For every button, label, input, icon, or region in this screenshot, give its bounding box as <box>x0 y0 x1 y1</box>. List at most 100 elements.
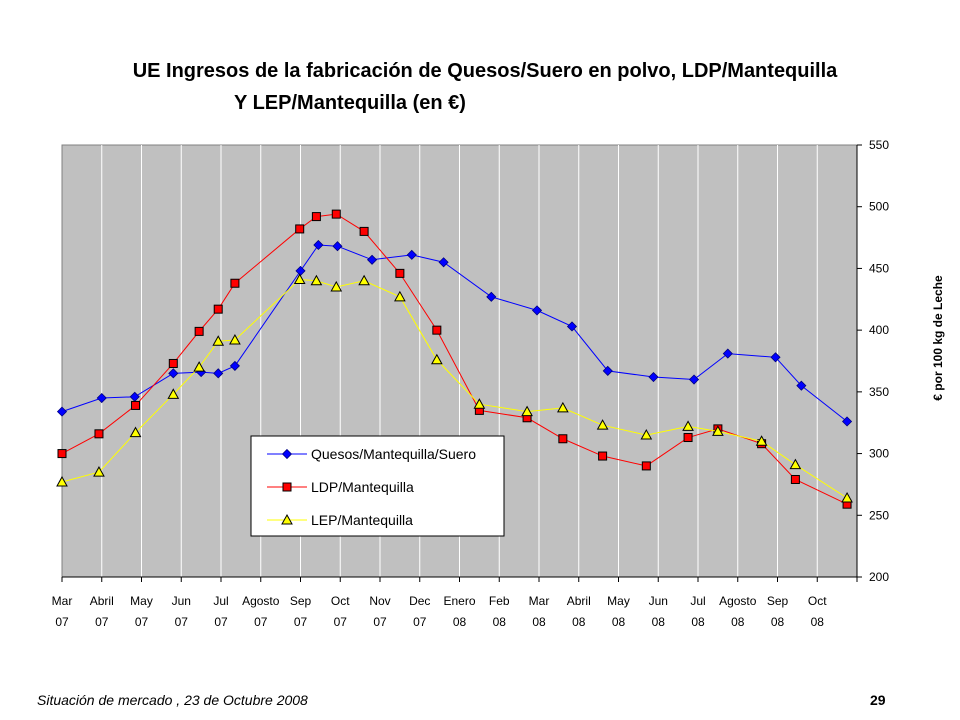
y-tick-label: 550 <box>869 138 889 152</box>
data-point-series-3 <box>640 429 653 440</box>
legend-marker-3 <box>281 513 293 525</box>
data-point-series-3 <box>755 435 768 446</box>
x-tick-label-year: 07 <box>175 615 189 629</box>
y-tick-label: 250 <box>869 508 889 522</box>
x-tick-label-month: Jul <box>213 594 228 608</box>
data-point-series-1 <box>438 257 449 268</box>
x-tick-label-year: 07 <box>334 615 348 629</box>
x-tick-label-year: 08 <box>811 615 825 629</box>
data-point-series-2 <box>790 474 800 484</box>
data-point-series-3 <box>712 425 724 436</box>
data-point-series-1 <box>722 348 733 359</box>
data-point-series-1 <box>213 368 224 379</box>
x-tick-label-year: 08 <box>771 615 785 629</box>
data-point-series-3 <box>358 274 370 286</box>
x-tick-label-year: 08 <box>453 615 467 629</box>
legend-label-3: LEP/Mantequilla <box>311 512 413 528</box>
data-point-series-3 <box>430 353 443 365</box>
data-point-series-3 <box>557 401 569 413</box>
x-tick-label-year: 08 <box>612 615 626 629</box>
data-point-series-1 <box>648 371 659 383</box>
data-point-series-3 <box>167 388 180 399</box>
data-point-series-1 <box>406 249 417 260</box>
data-point-series-2 <box>131 400 141 410</box>
x-tick-label-year: 07 <box>294 615 308 629</box>
data-point-series-2 <box>598 451 608 461</box>
x-tick-label-year: 08 <box>731 615 745 629</box>
y-tick-label: 450 <box>869 261 889 275</box>
data-point-series-2 <box>432 325 442 335</box>
x-tick-label-year: 07 <box>373 615 387 629</box>
data-point-series-1 <box>486 291 497 302</box>
x-tick-label-month: Abril <box>90 594 114 608</box>
data-point-series-2 <box>395 268 405 278</box>
x-tick-label-month: May <box>607 594 630 608</box>
data-point-series-2 <box>359 226 369 236</box>
x-tick-label-month: Jul <box>690 594 705 608</box>
y-tick-label: 350 <box>869 385 889 399</box>
x-tick-label-year: 08 <box>652 615 666 629</box>
legend-label-1: Quesos/Mantequilla/Suero <box>311 446 476 462</box>
x-tick-label-year: 07 <box>214 615 228 629</box>
y-tick-label: 300 <box>869 447 889 461</box>
x-tick-label-month: Jun <box>649 594 668 608</box>
chart-title-line1: UE Ingresos de la fabricación de Quesos/… <box>132 60 838 82</box>
data-point-series-1 <box>332 241 343 252</box>
data-point-series-1 <box>602 365 613 376</box>
data-point-series-1 <box>796 380 807 391</box>
y-tick-label: 500 <box>869 200 889 214</box>
data-point-series-1 <box>56 406 68 417</box>
x-tick-label-month: Enero <box>443 594 475 608</box>
data-point-series-2 <box>230 278 240 288</box>
data-point-series-2 <box>213 304 223 314</box>
data-point-series-1 <box>366 254 378 265</box>
data-point-series-2 <box>683 433 693 443</box>
x-tick-label-year: 08 <box>691 615 705 629</box>
legend-marker-2 <box>282 482 292 492</box>
x-tick-label-month: Nov <box>369 594 390 608</box>
data-point-series-1 <box>688 374 700 385</box>
legend <box>250 435 505 537</box>
y-tick-label: 200 <box>869 570 889 584</box>
x-tick-label-year: 07 <box>95 615 109 629</box>
x-tick-label-month: Feb <box>489 594 510 608</box>
x-tick-label-month: Jun <box>172 594 191 608</box>
data-point-series-1 <box>770 352 781 363</box>
data-point-series-3 <box>394 290 406 302</box>
data-point-series-3 <box>473 398 486 409</box>
data-point-series-1 <box>168 368 179 379</box>
data-point-series-1 <box>841 416 853 427</box>
data-point-series-3 <box>330 280 343 292</box>
data-point-series-1 <box>96 392 107 404</box>
data-point-series-2 <box>94 429 104 439</box>
data-point-series-2 <box>295 224 305 234</box>
x-tick-label-year: 07 <box>135 615 149 629</box>
x-tick-label-month: Mar <box>529 594 550 608</box>
y-axis-label: € por 100 kg de Leche <box>931 275 945 401</box>
x-tick-label-year: 08 <box>493 615 507 629</box>
data-point-series-3 <box>212 335 225 346</box>
data-point-series-2 <box>168 358 178 368</box>
x-tick-label-year: 07 <box>254 615 268 629</box>
x-tick-label-month: Sep <box>290 594 312 608</box>
data-point-series-3 <box>229 333 241 345</box>
legend-marker-1 <box>281 448 293 460</box>
data-point-series-3 <box>789 458 802 470</box>
data-point-series-3 <box>310 274 323 286</box>
data-point-series-1 <box>313 239 324 251</box>
data-point-series-1 <box>229 360 240 372</box>
data-point-series-2 <box>311 212 321 222</box>
legend-label-2: LDP/Mantequilla <box>311 479 414 495</box>
data-point-series-3 <box>193 361 205 372</box>
x-tick-label-year: 07 <box>413 615 427 629</box>
x-tick-label-year: 08 <box>572 615 586 629</box>
data-point-series-2 <box>558 434 568 444</box>
data-point-series-2 <box>194 326 204 336</box>
data-point-series-3 <box>56 475 68 487</box>
x-tick-label-month: May <box>130 594 153 608</box>
data-point-series-2 <box>57 449 67 459</box>
x-tick-label-month: Sep <box>767 594 789 608</box>
data-point-series-1 <box>531 305 543 316</box>
data-point-series-3 <box>596 419 609 430</box>
